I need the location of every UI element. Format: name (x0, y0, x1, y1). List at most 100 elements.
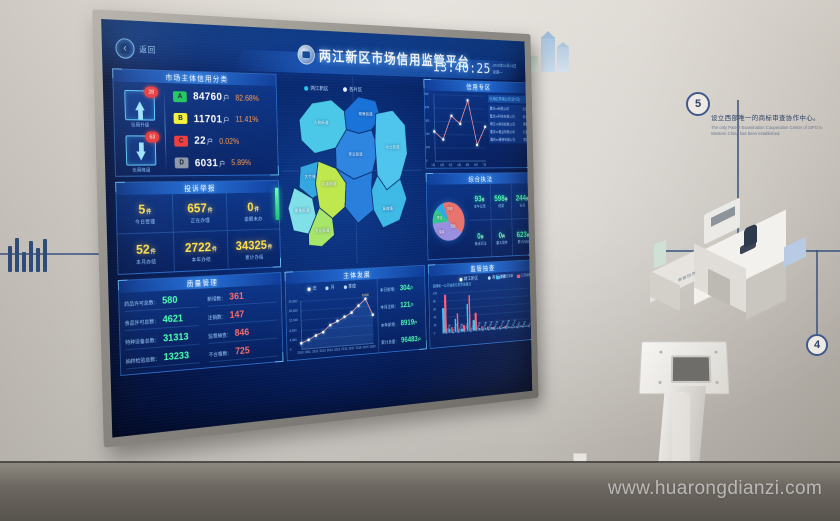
growth-tab-label: 年 (312, 286, 317, 292)
chart-gridline (441, 302, 530, 310)
chart-x-tick: 2014 (326, 348, 333, 353)
zone-list-item[interactable]: 重庆xx建材有限公司 黑榜 (488, 135, 531, 144)
complaint-stat-cell: 5件今日受理 (116, 194, 174, 235)
growth-tab[interactable]: 季度 (343, 283, 356, 290)
chart-point (484, 125, 487, 129)
complaint-value: 2722件 (184, 238, 217, 255)
chart-x-tick: 1月 (431, 163, 436, 167)
district-map[interactable]: 人和街道 鸳鸯街道 翠云街道 大竹林 礼嘉街道 康美街道 金山街道 水土街道 复… (274, 74, 425, 267)
grade-percent: 82.68% (235, 93, 259, 103)
growth-stat-row: 本日新增： 304户 (380, 283, 423, 294)
panel-district-map[interactable]: 人和街道 鸳鸯街道 翠云街道 大竹林 礼嘉街道 康美街道 金山街道 水土街道 复… (274, 74, 425, 267)
complaint-stat-cell: 657件 正在办理 (172, 193, 228, 233)
quality-row: 食品许可总数： 4621 (124, 312, 199, 332)
growth-tab[interactable]: 月 (325, 284, 335, 291)
wall-trim-line-vertical-1 (737, 100, 739, 252)
penalty-label: 本年立案 (473, 203, 486, 209)
grade-percent: 11.41% (235, 115, 259, 125)
chart-x-tick: 4月 (457, 163, 462, 167)
clock-date: 2020年02月03日 星期一 (493, 63, 517, 78)
chart-x-tick: 2012 (312, 349, 319, 354)
zone-item-name: 重庆xx科技有限公司 (489, 113, 515, 119)
wall-marker-5: 5 (686, 92, 710, 116)
supervise-tab[interactable]: 两江新区 (459, 275, 478, 282)
penalty-value: 93件 (474, 194, 485, 204)
quality-row: 注销数： 147 (207, 307, 278, 326)
credit-downgrade-label: 信用降级 (132, 167, 151, 173)
quality-label: 食品许可总数： (124, 318, 159, 328)
complaint-label: 累计办结 (245, 254, 264, 261)
chart-y-tick: 100 (432, 291, 438, 296)
supervise-note: 双随机一公开抽查任务完成情况 (432, 282, 472, 289)
quality-row: 特种设备总数： 31313 (124, 330, 200, 351)
chart-y-tick: 20 (433, 323, 437, 328)
zone-ranking-list[interactable]: 信用红黑榜公示(近7日) 重庆xx有限公司 红榜 重庆xx科技有限公司 红榜 两江xx商… (486, 92, 532, 167)
legend-swatch-icon (495, 275, 500, 279)
quality-row: 新增数： 361 (207, 289, 277, 308)
complaint-stat-cell: 0件 逾期未办 (226, 192, 280, 232)
building-icon-small (527, 56, 538, 72)
building-icon-medium (557, 42, 569, 72)
growth-stat-row: 本月注销： 121户 (380, 300, 423, 311)
grade-count: 11701户 (193, 112, 230, 126)
chart-point (466, 99, 469, 102)
complaint-stat-cell: 52件 本月办结 (117, 232, 175, 274)
growth-stat-label: 本月注销： (380, 304, 399, 311)
grade-percent: 5.89% (231, 158, 252, 168)
penalty-label: 累计办结 (517, 238, 530, 244)
penalty-value: 598件 (494, 193, 508, 203)
quality-value: 580 (161, 295, 178, 308)
tab-dot-icon (487, 275, 491, 280)
chart-x-tick: 2010 (297, 350, 304, 355)
growth-tab-group[interactable]: 年 月 季度 (288, 282, 374, 293)
chart-gridline (440, 287, 530, 295)
growth-stat-row: 本年新增： 8919户 (381, 317, 424, 328)
growth-line-chart: 20,000 16,000 12,000 8,000 4,000 0 2010 2011 201… (289, 293, 376, 359)
complaint-value: 34325件 (235, 236, 273, 253)
complaint-value: 5件 (138, 201, 152, 217)
quality-value: 4621 (162, 313, 184, 326)
kiosk-screen[interactable] (670, 355, 712, 383)
tab-dot-icon (307, 286, 312, 291)
credit-upgrade-button[interactable]: 28 信用升级 (124, 86, 159, 129)
grade-chip: D (174, 157, 189, 169)
map-region-label: 大竹林 (304, 174, 316, 179)
complaint-label: 本月办结 (136, 258, 157, 266)
chart-y-tick: 80 (433, 299, 436, 304)
credit-downgrade-button[interactable]: 63 信用降级 (125, 131, 160, 173)
map-region-label: 礼嘉街道 (321, 181, 337, 187)
wall-trim-line-vertical-2 (816, 250, 818, 345)
police-emblem-icon (297, 44, 316, 65)
chart-x-tick: 网络交易 (492, 320, 499, 332)
quality-row: 不合格数： 725 (208, 342, 279, 363)
complaint-label: 今日受理 (134, 219, 156, 226)
wall-mounted-display: ‹ 返回 两江新区市场信用监管平台 13:40:25 2020年02月03日 星 (92, 9, 539, 448)
penalty-stat-cell: 0件 重大案件 (491, 219, 514, 257)
zone-line-chart: 500 400 300 200 100 0 1月 2月 3月 4月 5月 6月 7月 (424, 90, 488, 167)
growth-stat-row: 累计总量： 96483户 (381, 334, 424, 346)
back-button[interactable]: ‹ 返回 (115, 37, 156, 60)
quality-right-column: 新增数： 361 注销数： 147 监督抽查： 846 不合格数： 725 (203, 284, 283, 367)
quality-label: 不合格数： (208, 350, 232, 359)
grade-count: 22户 (194, 135, 214, 147)
quality-row: 药品许可总数： 580 (123, 294, 199, 313)
display-screen[interactable]: ‹ 返回 两江新区市场信用监管平台 13:40:25 2020年02月03日 星 (101, 18, 533, 438)
growth-tab[interactable]: 年 (307, 285, 317, 292)
credit-grade-row[interactable]: C 22户 0.02% (174, 135, 272, 147)
barcode-wall-icon (6, 238, 54, 272)
credit-grade-row[interactable]: B 11701户 11.41% (173, 113, 271, 126)
growth-stat-value: 121户 (400, 300, 414, 310)
panel-credit-classification: 市场主体信用分类 28 信用升级 (112, 68, 279, 177)
credit-grade-row[interactable]: A 84760户 82.68% (172, 90, 271, 104)
complaint-value: 0件 (247, 199, 260, 215)
penalty-stat-cell: 598件 结案 (490, 183, 513, 221)
credit-grade-row[interactable]: D 6031户 5.89% (174, 157, 273, 170)
wall-trim-line-left (0, 253, 118, 255)
map-region-label: 水土街道 (385, 144, 400, 150)
grade-count: 6031户 (194, 157, 226, 170)
penalty-label: 移送司法 (474, 240, 487, 246)
penalty-value: 623件 (516, 229, 530, 239)
supervise-bar-chart: 100806040200市场监管食品药品特种设备产品质量价格监督广告监管商标监管… (433, 286, 532, 344)
